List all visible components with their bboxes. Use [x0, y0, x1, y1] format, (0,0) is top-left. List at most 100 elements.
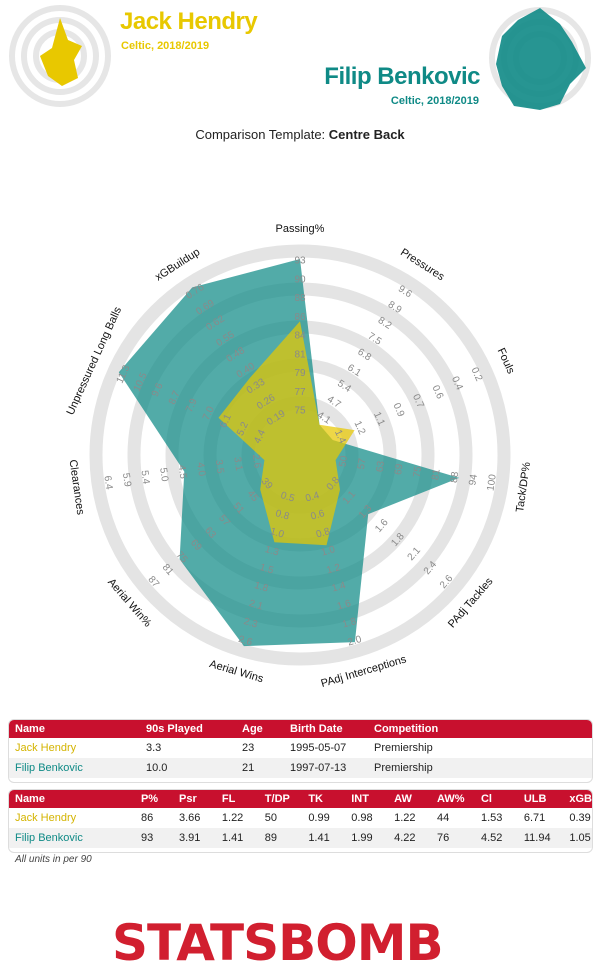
- table-cell: 11.94: [517, 828, 564, 848]
- table-header: AW: [388, 790, 432, 808]
- radar-tick-label: 2.6: [250, 454, 263, 470]
- radar-tick-label: 1.6: [373, 517, 391, 535]
- radar-axis-label: Clearances: [66, 459, 86, 516]
- radar-tick-label: 88: [449, 471, 462, 484]
- radar-tick-label: 57: [356, 457, 369, 470]
- radar-tick-label: 1.0: [269, 526, 286, 541]
- table-cell: 1.41: [302, 828, 346, 848]
- table-header: Psr: [172, 790, 216, 808]
- table-header: ULB: [517, 790, 564, 808]
- player2-club-season: Celtic, 2018/2019: [390, 95, 479, 107]
- table-cell: 10.0: [140, 758, 236, 778]
- radar-tick-label: 1.8: [341, 616, 358, 631]
- radar-tick-label: 7.0: [201, 404, 217, 422]
- radar-tick-label: 5.0: [157, 467, 170, 483]
- table-header: INT: [345, 790, 389, 808]
- radar-tick-label: 100: [486, 473, 499, 492]
- radar-tick-label: 69: [393, 463, 406, 476]
- table-header: Birth Date: [284, 720, 368, 738]
- radar-tick-label: 0.6: [310, 508, 327, 523]
- radar-tick-label: 2.6: [237, 634, 254, 649]
- table-header: TK: [302, 790, 346, 808]
- table-header: FL: [215, 790, 259, 808]
- table-cell: 6.71: [517, 808, 564, 828]
- table-header: Cl: [474, 790, 518, 808]
- radar-tick-label: 81: [430, 468, 443, 481]
- radar-tick-label: 2.3: [242, 616, 259, 631]
- radar-tick-label: 86: [294, 312, 306, 323]
- table-header: Name: [9, 720, 140, 738]
- table-row: Jack Hendry 86 3.66 1.22 50 0.99 0.98 1.22 44 1.5…: [9, 808, 592, 828]
- table-cell: 44: [431, 808, 475, 828]
- radar-tick-label: 1.4: [332, 428, 348, 446]
- table-cell: Premiership: [368, 738, 592, 758]
- table-cell: 89: [258, 828, 303, 848]
- table-header: Age: [236, 720, 284, 738]
- radar-axis-label: Aerial Wins: [208, 658, 265, 685]
- radar-tick-label: 5.4: [139, 470, 152, 486]
- radar-tick-label: 2.1: [248, 598, 265, 613]
- radar-tick-label: 79: [294, 368, 306, 379]
- radar-tick-label: 0.8: [274, 508, 291, 523]
- radar-tick-label: 8.7: [167, 389, 183, 407]
- radar-area-jack-hendry: [218, 321, 355, 546]
- player2-radar-icon: [489, 7, 591, 110]
- radar-tick-label: 5.2: [235, 420, 251, 438]
- table-cell: 3.91: [172, 828, 216, 848]
- player-name-cell: Jack Hendry: [9, 738, 140, 758]
- player-info-table: Name 90s Played Age Birth Date Competition J…: [8, 719, 593, 783]
- radar-tick-label: 1.1: [371, 410, 387, 428]
- player2-name: Filip Benkovic: [324, 63, 480, 90]
- table-cell: 0.99: [302, 808, 346, 828]
- table-cell: 0.39: [563, 808, 592, 828]
- radar-tick-label: 0.2: [468, 366, 484, 384]
- table-cell: 50: [258, 808, 303, 828]
- table-cell: 23: [236, 738, 284, 758]
- player1-name: Jack Hendry: [120, 8, 258, 35]
- radar-tick-label: 88: [294, 293, 306, 304]
- radar-tick-label: 1.6: [336, 598, 353, 613]
- radar-tick-label: 81: [294, 349, 306, 360]
- table-cell: 1.22: [388, 808, 432, 828]
- table-cell: 1.05: [563, 828, 592, 848]
- table-header: P%: [134, 790, 173, 808]
- table-cell: 4.22: [388, 828, 432, 848]
- radar-tick-label: 77: [294, 387, 306, 398]
- comparison-template: Comparison Template: Centre Back: [0, 127, 600, 142]
- radar-tick-label: 1.8: [253, 580, 270, 595]
- radar-tick-label: 0.8: [315, 526, 332, 541]
- radar-axis-label: Tack/DP%: [514, 461, 533, 513]
- table-cell: Premiership: [368, 758, 592, 778]
- radar-tick-label: 75: [294, 406, 306, 417]
- radar-tick-label: 0.9: [390, 401, 406, 419]
- table-cell: 1995-05-07: [284, 738, 368, 758]
- table-row: Filip Benkovic 93 3.91 1.41 89 1.41 1.99 4.22 76…: [9, 828, 592, 848]
- radar-tick-label: 94: [467, 473, 480, 486]
- radar-tick-label: 9.6: [150, 381, 166, 399]
- template-value: Centre Back: [328, 127, 405, 142]
- units-note: All units in per 90: [15, 854, 92, 865]
- player1-club-season: Celtic, 2018/2019: [121, 40, 210, 52]
- table-cell: 3.66: [172, 808, 216, 828]
- radar-axis-label: Fouls: [495, 346, 517, 376]
- radar-tick-label: 75: [412, 465, 425, 478]
- radar-tick-label: 0.4: [449, 375, 465, 393]
- player-name-cell: Filip Benkovic: [9, 828, 135, 848]
- radar-tick-label: 1.2: [351, 419, 367, 437]
- table-cell: 76: [431, 828, 475, 848]
- table-cell: 1.22: [215, 808, 259, 828]
- radar-tick-label: 0.6: [429, 384, 445, 402]
- table-cell: 4.52: [474, 828, 518, 848]
- template-prefix: Comparison Template:: [195, 127, 329, 142]
- radar-tick-label: 3.1: [231, 456, 244, 472]
- table-cell: 1.99: [345, 828, 389, 848]
- table-header: 90s Played: [140, 720, 236, 738]
- player-name-cell: Filip Benkovic: [9, 758, 140, 778]
- table-cell: 1.53: [474, 808, 518, 828]
- radar-ring: [89, 244, 511, 666]
- radar-tick-label: 0.4: [304, 490, 321, 505]
- radar-tick-label: 4.4: [252, 428, 268, 446]
- player-name-cell: Jack Hendry: [9, 808, 135, 828]
- radar-tick-label: 1.3: [264, 544, 281, 559]
- radar-tick-label: 2.0: [347, 634, 364, 649]
